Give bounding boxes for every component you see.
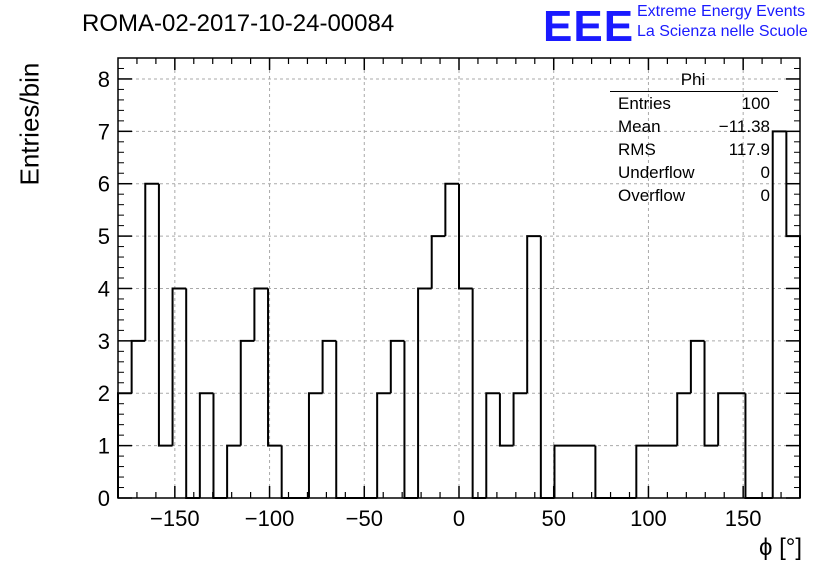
stats-box-title: Phi [680,70,706,89]
y-tick-label: 5 [98,224,110,249]
y-tick-label: 8 [98,67,110,92]
histogram-bin [377,393,391,498]
histogram-bin [691,341,705,498]
eee-logo-mark: EEE [543,2,635,51]
histogram-bin [391,341,405,498]
x-axis-label: ϕ [°] [758,534,802,561]
x-tick-label: 50 [541,506,565,531]
histogram-bin [159,446,173,498]
grid-lines [118,58,800,498]
x-tick-label: −50 [346,506,383,531]
histogram-bin [786,236,800,498]
stats-key: Overflow [618,186,686,205]
histogram-bin [582,446,596,498]
stats-key: Entries [618,94,671,113]
logo-line-1: Extreme Energy Events [637,3,806,20]
stats-key: Underflow [618,163,695,182]
logo-line-2: La Scienza nelle Scuole [637,23,808,40]
y-tick-label: 2 [98,381,110,406]
y-tick-label: 3 [98,329,110,354]
axis-ticks [118,58,800,499]
histogram-bin [432,236,446,498]
histogram-bin [664,446,678,498]
histogram-bin [568,446,582,498]
x-tick-label: −100 [245,506,295,531]
axis-tick-labels: −150 −100 −50 0 50 100 150 0 1 2 3 4 5 6 7 8 [98,67,762,531]
y-tick-label: 0 [98,486,110,511]
histogram-bin [132,341,146,498]
x-tick-label: 0 [453,506,465,531]
histogram-bin [227,446,241,498]
x-tick-label: 100 [630,506,667,531]
histogram-bin [418,288,432,498]
histogram-bin [650,446,664,498]
histogram-bin [145,184,159,498]
histogram-bin [445,184,459,498]
stats-value: 117.9 [728,140,770,159]
chart-title: ROMA-02-2017-10-24-00084 [82,10,395,37]
histogram-bin [200,393,214,498]
x-tick-label: −150 [150,506,200,531]
stats-key: RMS [618,140,656,159]
histogram-bin [718,393,732,498]
stats-box-rule [610,91,778,92]
histogram-bin [323,341,337,498]
stats-value: 100 [741,94,770,113]
histogram-bin [554,446,568,498]
y-tick-label: 4 [98,276,110,301]
stats-value: 0 [760,163,770,182]
y-tick-label: 1 [98,434,110,459]
histogram-bin [527,236,541,498]
histogram-bin [732,393,746,498]
histogram-bin [486,393,500,498]
histogram-bin [677,393,691,498]
histogram-bin [773,131,787,498]
histogram-bin [241,341,255,498]
histogram-bin [459,288,473,498]
histogram-bin [514,393,528,498]
stats-value: −11.38 [718,117,770,136]
stats-value: 0 [760,186,770,205]
stats-key: Mean [618,117,661,136]
histogram-bin [500,446,514,498]
x-tick-label: 150 [725,506,762,531]
y-tick-label: 7 [98,119,110,144]
histogram-bin [173,288,187,498]
y-axis-label: Entries/bin [14,62,45,186]
histogram-bin [254,288,268,498]
histogram-bin [309,393,323,498]
histogram-bin [705,446,719,498]
histogram-bars [117,130,801,499]
y-tick-label: 6 [98,172,110,197]
